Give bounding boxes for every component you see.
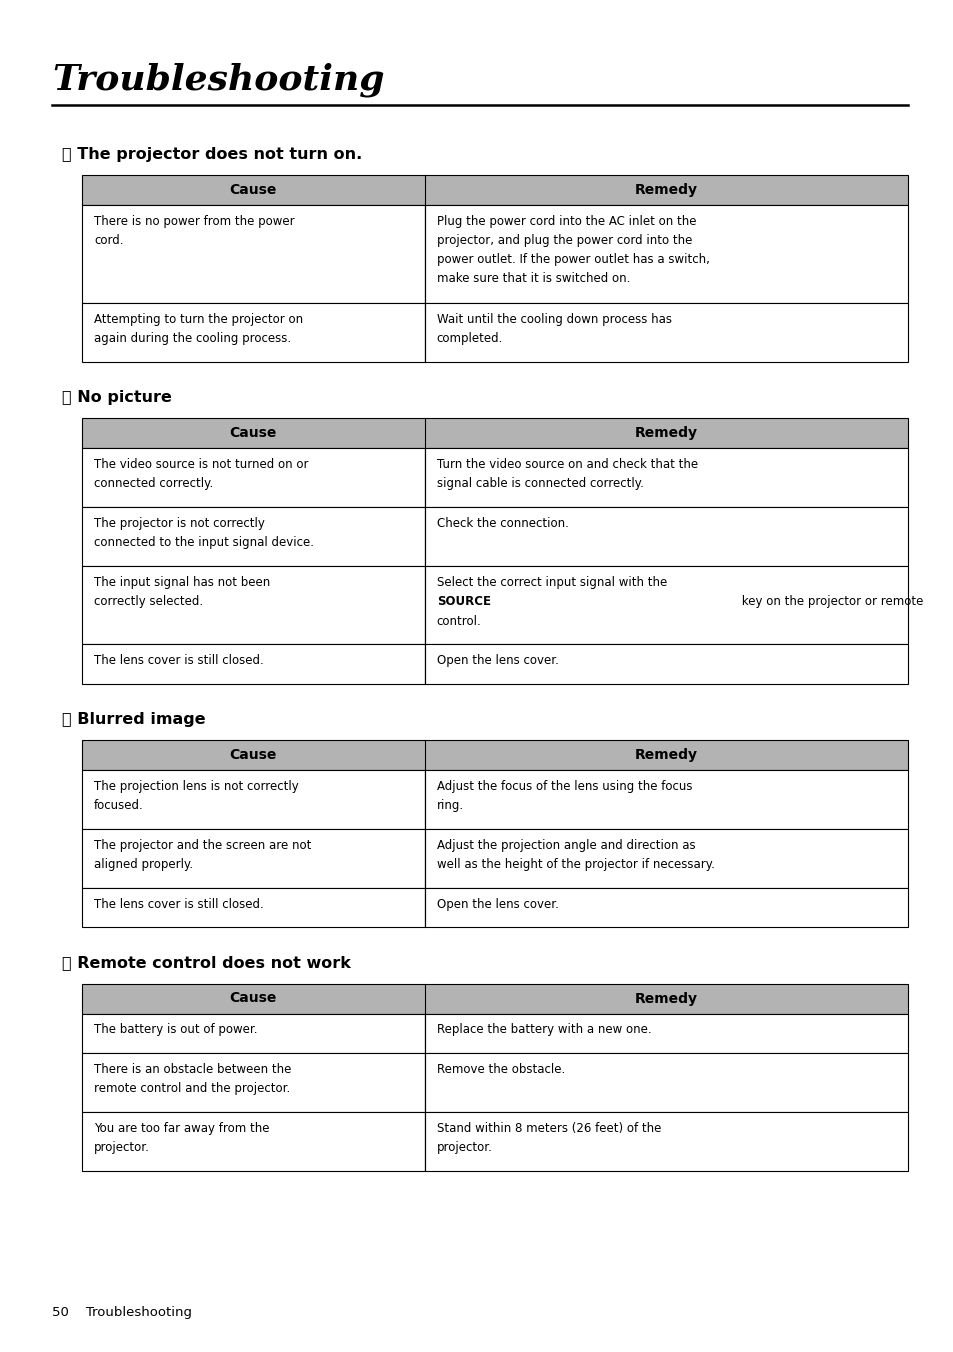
Text: Replace the battery with a new one.: Replace the battery with a new one. (436, 1023, 651, 1037)
Text: There is an obstacle between the
remote control and the projector.: There is an obstacle between the remote … (94, 1063, 291, 1095)
Text: Cause: Cause (230, 748, 276, 763)
Text: The lens cover is still closed.: The lens cover is still closed. (94, 898, 263, 911)
Text: Open the lens cover.: Open the lens cover. (436, 898, 558, 911)
Text: The video source is not turned on or
connected correctly.: The video source is not turned on or con… (94, 458, 308, 489)
Text: Open the lens cover.: Open the lens cover. (436, 654, 558, 668)
Bar (82, 1111, 424, 1171)
Bar (424, 206, 907, 303)
Text: Remedy: Remedy (635, 748, 698, 763)
Text: Cause: Cause (230, 991, 276, 1006)
Text: Remedy: Remedy (635, 426, 698, 439)
Text: Plug the power cord into the AC inlet on the
projector, and plug the power cord : Plug the power cord into the AC inlet on… (436, 215, 709, 285)
Text: The projection lens is not correctly
focused.: The projection lens is not correctly foc… (94, 780, 298, 813)
Text: SOURCE: SOURCE (436, 595, 490, 608)
Bar (82, 448, 424, 507)
Text: You are too far away from the
projector.: You are too far away from the projector. (94, 1122, 269, 1155)
Text: ⓦ Remote control does not work: ⓦ Remote control does not work (62, 956, 351, 971)
Bar (424, 1111, 907, 1171)
Bar (82, 1014, 424, 1053)
Bar (82, 771, 424, 829)
Bar (82, 983, 907, 1014)
Text: The projector and the screen are not
aligned properly.: The projector and the screen are not ali… (94, 840, 311, 871)
Bar (424, 507, 907, 566)
Bar (82, 829, 424, 888)
Text: 50    Troubleshooting: 50 Troubleshooting (52, 1306, 192, 1320)
Bar (82, 1053, 424, 1111)
Text: Check the connection.: Check the connection. (436, 516, 568, 530)
Bar (424, 645, 907, 684)
Text: There is no power from the power
cord.: There is no power from the power cord. (94, 215, 294, 247)
Bar (82, 206, 424, 303)
Text: Adjust the projection angle and direction as
well as the height of the projector: Adjust the projection angle and directio… (436, 840, 714, 871)
Text: Remedy: Remedy (635, 183, 698, 197)
Text: The input signal has not been
correctly selected.: The input signal has not been correctly … (94, 576, 270, 608)
Text: Adjust the focus of the lens using the focus
ring.: Adjust the focus of the lens using the f… (436, 780, 692, 813)
Text: Remedy: Remedy (635, 991, 698, 1006)
Bar (82, 303, 424, 362)
Text: control.: control. (436, 615, 481, 627)
Text: The projector is not correctly
connected to the input signal device.: The projector is not correctly connected… (94, 516, 314, 549)
Text: ⓦ Blurred image: ⓦ Blurred image (62, 713, 206, 727)
Bar (82, 418, 907, 448)
Text: ⓦ The projector does not turn on.: ⓦ The projector does not turn on. (62, 147, 362, 162)
Text: Turn the video source on and check that the
signal cable is connected correctly.: Turn the video source on and check that … (436, 458, 698, 489)
Text: Select the correct input signal with the: Select the correct input signal with the (436, 576, 666, 589)
Bar (424, 771, 907, 829)
Bar (424, 888, 907, 927)
Text: Remove the obstacle.: Remove the obstacle. (436, 1063, 564, 1076)
Bar (82, 888, 424, 927)
Text: Cause: Cause (230, 183, 276, 197)
Text: ⓦ No picture: ⓦ No picture (62, 389, 172, 406)
Bar (82, 740, 907, 771)
Bar (82, 174, 907, 206)
Text: Stand within 8 meters (26 feet) of the
projector.: Stand within 8 meters (26 feet) of the p… (436, 1122, 660, 1155)
Bar (424, 303, 907, 362)
Text: Cause: Cause (230, 426, 276, 439)
Text: The battery is out of power.: The battery is out of power. (94, 1023, 257, 1037)
Text: Troubleshooting: Troubleshooting (52, 62, 384, 97)
Text: The lens cover is still closed.: The lens cover is still closed. (94, 654, 263, 668)
Bar (82, 645, 424, 684)
Bar (424, 566, 907, 645)
Bar (424, 448, 907, 507)
Bar (82, 507, 424, 566)
Text: Attempting to turn the projector on
again during the cooling process.: Attempting to turn the projector on agai… (94, 314, 303, 345)
Bar (82, 566, 424, 645)
Bar (424, 1014, 907, 1053)
Bar (424, 1053, 907, 1111)
Bar (424, 829, 907, 888)
Text: Wait until the cooling down process has
completed.: Wait until the cooling down process has … (436, 314, 671, 345)
Text: key on the projector or remote: key on the projector or remote (737, 595, 923, 608)
